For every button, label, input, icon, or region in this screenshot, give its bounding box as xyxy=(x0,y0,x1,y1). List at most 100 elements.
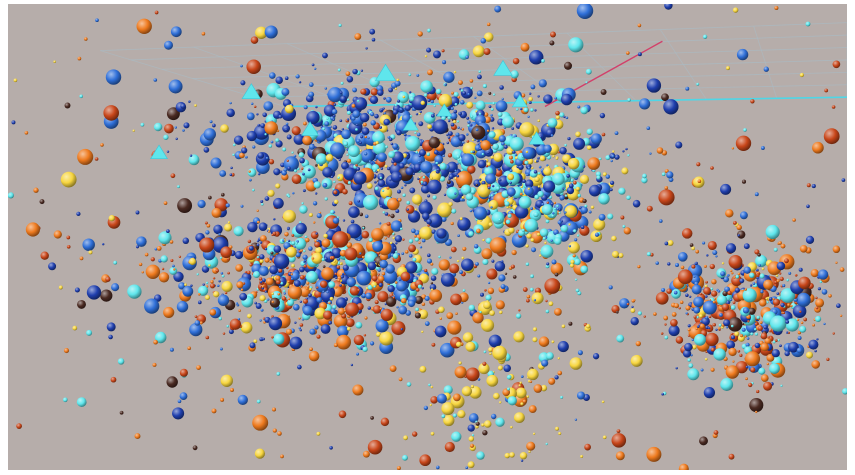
data-point xyxy=(229,173,233,177)
data-point xyxy=(611,154,615,158)
data-point xyxy=(530,166,534,170)
data-point xyxy=(510,159,514,164)
data-point xyxy=(291,126,301,136)
data-point xyxy=(427,179,442,194)
data-point xyxy=(189,154,193,157)
data-point xyxy=(172,407,185,420)
data-point xyxy=(385,96,392,103)
data-point xyxy=(458,111,462,116)
data-point xyxy=(333,103,337,106)
data-point xyxy=(421,287,424,290)
data-point xyxy=(292,303,300,311)
triangle-marker-icon xyxy=(374,63,397,81)
data-point xyxy=(360,149,374,163)
data-point xyxy=(247,239,252,244)
data-point xyxy=(426,152,431,157)
data-point xyxy=(529,380,533,383)
data-point xyxy=(416,73,420,77)
data-point xyxy=(710,287,714,291)
data-point xyxy=(639,98,651,110)
data-point xyxy=(476,451,485,460)
data-point xyxy=(490,155,494,159)
data-point xyxy=(741,179,747,184)
data-point xyxy=(411,228,416,234)
data-point xyxy=(352,384,364,396)
data-point xyxy=(174,126,178,129)
data-point xyxy=(336,265,341,270)
data-point xyxy=(329,296,334,301)
data-point xyxy=(776,292,780,295)
data-point xyxy=(220,124,229,133)
data-point xyxy=(503,364,511,373)
data-point xyxy=(260,202,264,206)
data-point xyxy=(488,105,492,108)
data-point xyxy=(359,141,362,145)
data-point xyxy=(234,250,244,260)
data-point xyxy=(524,186,534,196)
data-point xyxy=(301,202,304,205)
data-point xyxy=(774,284,777,287)
data-point xyxy=(703,386,716,399)
data-point xyxy=(237,394,248,406)
data-point xyxy=(455,312,458,315)
scatter-3d-plot[interactable] xyxy=(8,4,847,470)
data-point xyxy=(309,328,316,335)
data-point xyxy=(630,308,636,313)
data-point xyxy=(735,274,740,279)
data-point xyxy=(342,264,349,271)
data-point xyxy=(755,268,759,272)
data-point xyxy=(293,154,297,158)
data-point xyxy=(314,325,319,330)
data-point xyxy=(815,315,822,323)
data-point xyxy=(637,264,641,269)
data-point xyxy=(348,206,360,218)
data-point xyxy=(11,120,16,125)
data-point xyxy=(512,150,516,154)
data-point xyxy=(328,281,336,289)
data-point xyxy=(465,341,476,352)
data-point xyxy=(495,300,505,310)
data-point xyxy=(707,240,717,251)
data-point xyxy=(704,357,708,361)
data-point xyxy=(457,410,466,419)
data-point xyxy=(478,178,482,181)
data-point xyxy=(285,266,289,270)
data-point xyxy=(419,365,427,373)
data-point xyxy=(393,162,397,166)
data-point xyxy=(677,251,688,262)
data-point xyxy=(357,199,361,203)
data-point xyxy=(277,431,282,436)
data-point xyxy=(346,242,353,249)
data-point xyxy=(737,349,741,353)
data-point xyxy=(538,165,542,169)
data-point xyxy=(424,321,430,326)
data-point xyxy=(291,174,302,185)
data-point xyxy=(119,410,124,415)
data-point xyxy=(510,425,513,429)
data-point xyxy=(481,318,495,332)
data-point xyxy=(430,113,435,118)
data-point xyxy=(285,122,289,126)
data-point xyxy=(729,298,733,301)
data-point xyxy=(573,229,577,233)
data-point xyxy=(303,121,307,126)
data-point xyxy=(227,271,230,275)
data-point xyxy=(398,305,408,315)
data-point xyxy=(271,335,274,339)
data-point xyxy=(543,144,552,153)
data-point xyxy=(518,384,521,387)
data-point xyxy=(334,272,337,276)
data-point xyxy=(842,388,847,395)
data-point xyxy=(739,353,743,357)
data-point xyxy=(699,323,705,329)
data-point xyxy=(360,88,367,95)
data-point xyxy=(498,401,502,404)
data-point xyxy=(760,332,768,340)
data-point xyxy=(337,176,340,180)
data-point xyxy=(178,255,182,258)
data-point xyxy=(286,159,290,163)
data-point xyxy=(799,310,802,313)
data-point xyxy=(435,465,440,470)
data-point xyxy=(510,70,519,79)
data-point xyxy=(735,135,752,151)
